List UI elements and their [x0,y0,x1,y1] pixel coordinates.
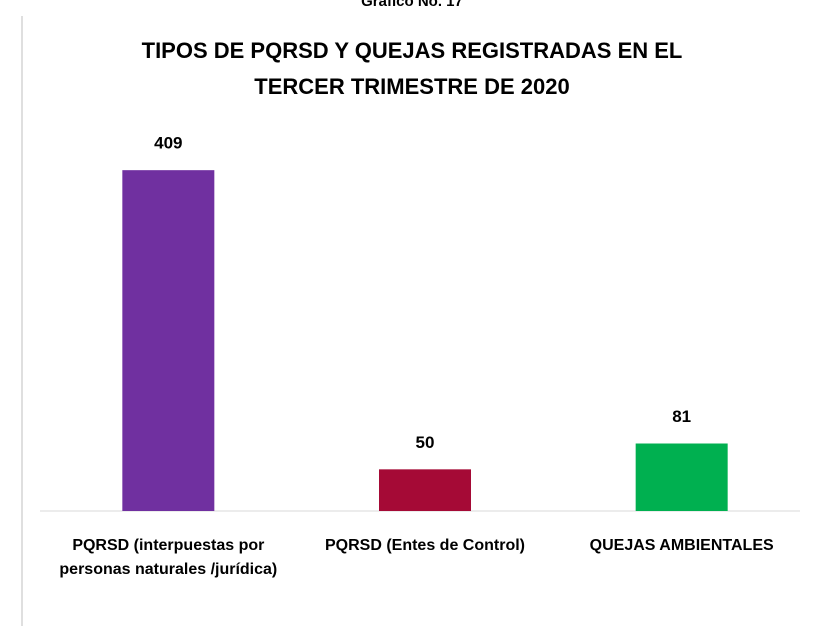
bar [635,443,728,511]
x-tick-label: QUEJAS AMBIENTALES [589,537,774,554]
data-label: 81 [672,407,691,426]
chart-title: TERCER TRIMESTRE DE 2020 [254,74,569,99]
x-tick-label: PQRSD (Entes de Control) [324,537,525,554]
data-label: 50 [416,433,435,452]
chart-title: TIPOS DE PQRSD Y QUEJAS REGISTRADAS EN E… [142,38,683,63]
x-tick-label: PQRSD (interpuestas por personas natural… [59,537,278,578]
bar [122,170,215,511]
data-label: 409 [154,134,182,153]
bar [379,469,471,511]
chart-caption: Gráfico No. 17 [361,0,463,10]
